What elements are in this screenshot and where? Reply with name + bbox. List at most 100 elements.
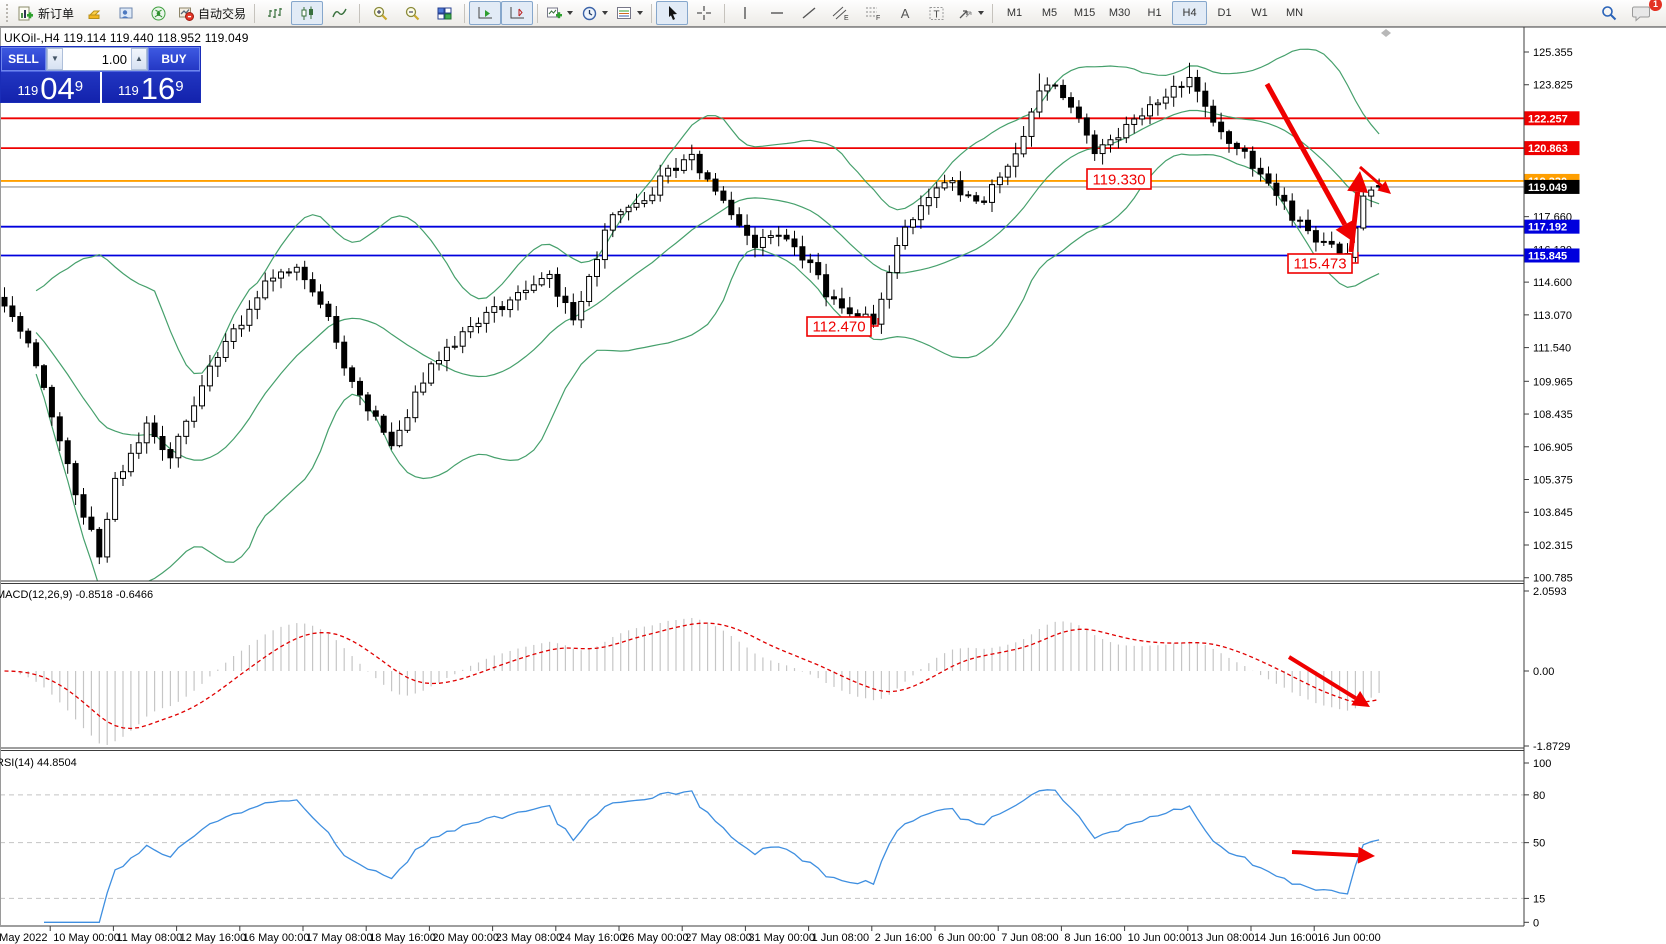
market-watch-button[interactable] [78,1,110,25]
macd-signal-line[interactable] [4,622,1380,730]
buy-button[interactable]: BUY [148,47,200,71]
chevron-down-icon [978,11,985,15]
auto-trading-button[interactable]: 自动交易 [174,1,250,25]
annotation-text: 119.330 [1092,172,1145,189]
annotation-112.470[interactable]: 112.470 [806,316,879,337]
object-anchor-icon[interactable] [1381,29,1391,37]
profiles-button[interactable] [110,1,142,25]
timeframe-M30[interactable]: M30 [1108,7,1131,19]
zoom-in-button[interactable] [364,1,396,25]
new-order-button[interactable]: 新订单 [14,1,78,25]
sell-price-int: 119 [17,83,39,98]
timeframe-bar: M1 M5 M15 M30 H1 H4 D1 W1 MN [997,1,1312,25]
price-tick: 123.825 [1533,80,1573,92]
timeframe-W1[interactable]: W1 [1251,7,1268,19]
timeframe-D1[interactable]: D1 [1217,7,1232,19]
time-label: 6 Jun 00:00 [938,932,996,944]
timeframe-MN[interactable]: MN [1285,7,1304,19]
timeframe-H4[interactable]: H4 [1172,1,1208,25]
templates-icon [617,6,632,19]
timeframe-M5[interactable]: M5 [1041,7,1058,19]
svg-text:T: T [934,9,940,20]
svg-text:E: E [844,15,849,21]
time-label: 17 May 08:00 [306,932,373,944]
line-chart-button[interactable] [323,1,355,25]
bollinger-band-m[interactable] [35,109,1380,461]
indicators-icon [547,7,563,18]
tile-windows-button[interactable] [428,1,460,25]
trend-arrow-4[interactable] [1287,655,1370,707]
candlestick-chart-button[interactable] [291,1,324,25]
price-tag-text: 120.863 [1528,143,1568,155]
zoom-out-button[interactable] [396,1,428,25]
annotation-115.473[interactable]: 115.473 [1287,252,1359,274]
zoom-out-icon [405,6,419,20]
bollinger-band-u[interactable] [35,48,1380,375]
bollinger-band-l[interactable] [35,153,1380,596]
horizontal-line-button[interactable] [761,1,793,25]
crosshair-button[interactable] [688,1,720,25]
line-chart-icon [331,8,347,17]
price-tag-text: 122.257 [1528,113,1568,125]
sell-quote[interactable]: 119 04 9 [1,72,102,104]
rsi-tick: 100 [1533,758,1551,770]
time-label: 16 May 00:00 [243,932,310,944]
fibonacci-icon: F [866,7,880,21]
new-order-label: 新订单 [38,6,75,21]
price-tick: 105.375 [1533,475,1573,487]
macd-tick: -1.8729 [1533,741,1570,753]
toolbar-separator [359,3,361,23]
sell-button[interactable]: SELL [1,47,46,71]
timeframe-H1[interactable]: H1 [1147,7,1162,19]
rsi-line[interactable] [44,789,1380,923]
rsi-tick: 15 [1533,893,1545,905]
shapes-button[interactable] [953,1,988,25]
toolbar-separator [651,3,653,23]
timeframe-M15[interactable]: M15 [1073,7,1096,19]
time-label: 23 May 08:00 [496,932,563,944]
signals-button[interactable] [142,1,174,25]
notifications-button[interactable]: 1 [1625,0,1662,25]
notification-badge: 1 [1649,0,1662,11]
search-button[interactable] [1593,1,1625,25]
trend-arrow-2[interactable] [1347,171,1369,253]
buy-quote[interactable]: 119 16 9 [102,72,201,104]
fibonacci-button[interactable]: F [857,1,889,25]
search-icon [1602,6,1617,21]
rsi-label: RSI(14) 44.8504 [0,757,77,769]
time-label: 10 Jun 00:00 [1128,932,1192,944]
periods-button[interactable] [577,1,612,25]
chevron-down-icon [637,11,644,15]
trade-controls-row: SELL ▼ ▲ BUY [1,47,200,71]
price-tick: 108.435 [1533,409,1573,421]
trend-arrow-5[interactable] [1291,846,1375,864]
trendline-button[interactable] [793,1,825,25]
volume-increase-button[interactable]: ▲ [131,48,147,70]
volume-input[interactable] [63,48,131,70]
indicators-button[interactable] [542,1,577,25]
trend-arrow-3[interactable] [1359,165,1391,194]
time-label: 14 Jun 16:00 [1254,932,1318,944]
toolbar-separator [254,3,256,23]
channel-button[interactable]: E [825,1,857,25]
toolbar-grip[interactable] [6,4,11,22]
volume-decrease-button[interactable]: ▼ [47,48,63,70]
trend-arrow-1[interactable] [1264,82,1355,243]
text-button[interactable]: A [900,5,910,21]
annotation-119.330[interactable]: 119.330 [1086,168,1152,190]
time-label: 31 May 00:00 [748,932,815,944]
timeframe-M1[interactable]: M1 [1006,7,1023,19]
bar-chart-button[interactable] [259,1,291,25]
templates-button[interactable] [612,1,647,25]
chart-shift-button[interactable] [501,1,534,25]
auto-trading-label: 自动交易 [198,6,247,21]
cursor-button[interactable] [656,1,689,25]
time-label: 16 Jun 00:00 [1317,932,1381,944]
auto-scroll-button[interactable] [469,1,502,25]
price-tick: 109.965 [1533,376,1573,388]
price-tag-117.192 [1524,219,1580,234]
text-label-button[interactable]: T [921,1,953,25]
vertical-line-button[interactable] [729,1,761,25]
price-tick: 103.845 [1533,507,1573,519]
